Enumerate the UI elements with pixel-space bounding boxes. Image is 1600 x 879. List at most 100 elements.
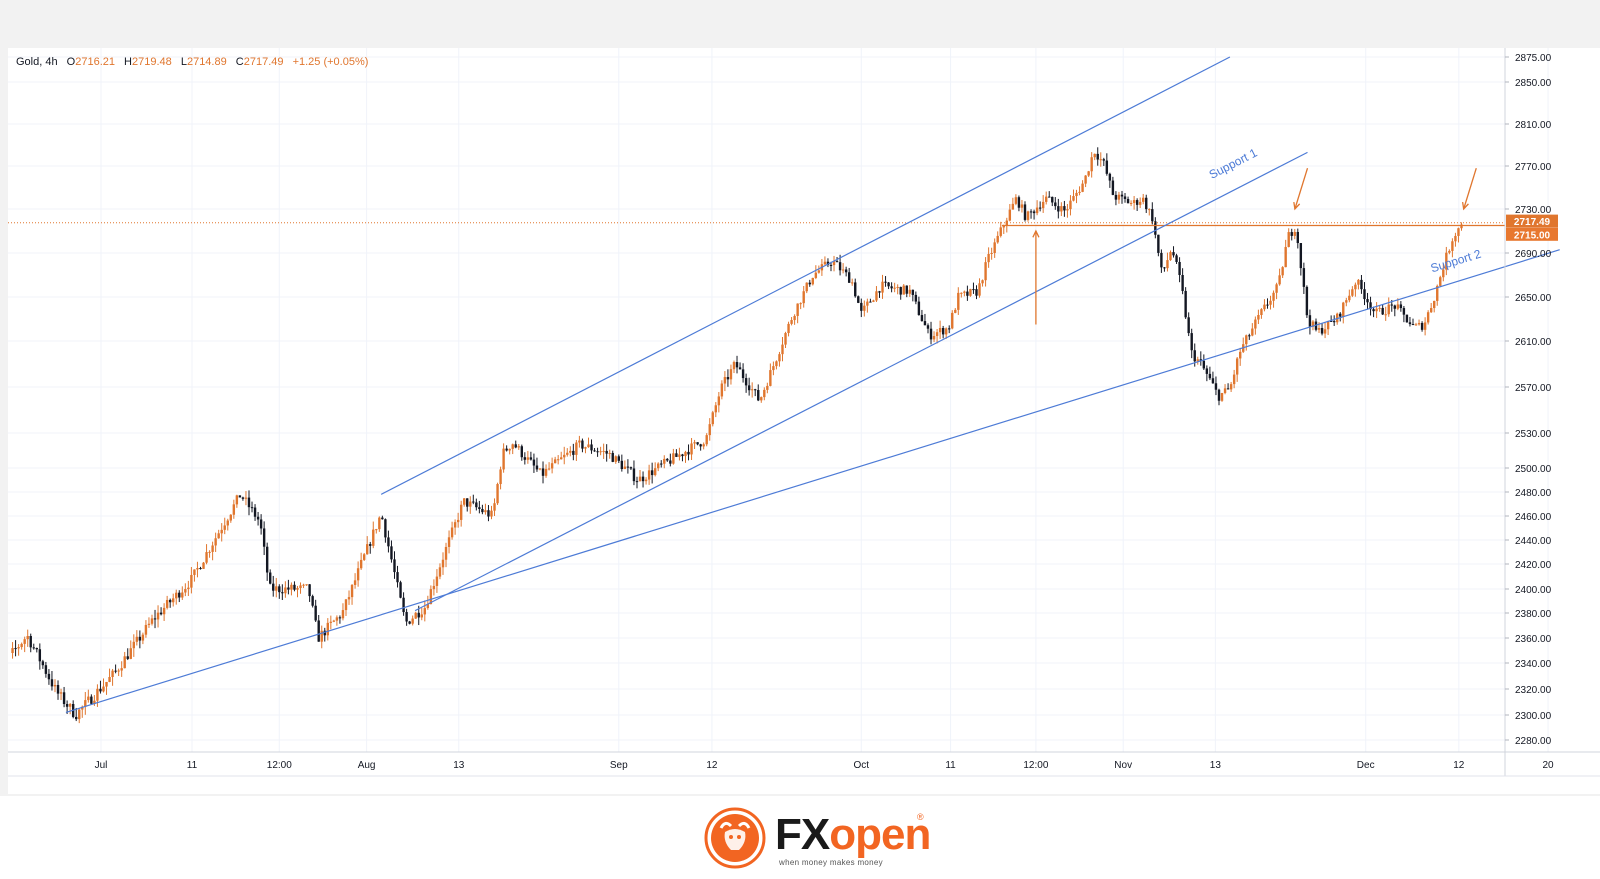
- candle-body: [81, 706, 84, 710]
- grid: [8, 48, 1549, 752]
- candle-body: [541, 468, 545, 476]
- candle-body: [717, 396, 721, 406]
- chart-area[interactable]: [8, 48, 1600, 794]
- candle-body: [666, 458, 669, 461]
- up-arrow-head: [1032, 229, 1040, 238]
- x-tick-label: Nov: [1114, 760, 1132, 771]
- price-chart[interactable]: Support 1 Support 2 2875.00 2850.00 2810.00…: [0, 0, 1600, 796]
- candle-body: [584, 447, 587, 449]
- candle-body: [1096, 153, 1099, 160]
- candle-body: [1223, 388, 1227, 393]
- candle-body: [1257, 315, 1260, 320]
- candle-body: [311, 596, 314, 606]
- candle-body: [1323, 329, 1327, 334]
- candle-body: [29, 636, 32, 648]
- candle-body: [1214, 383, 1218, 390]
- down-arrow-1-head: [1293, 201, 1301, 211]
- candle-body: [796, 303, 799, 316]
- candle-body: [769, 370, 772, 386]
- candle-body: [1369, 302, 1372, 310]
- candle-body: [393, 559, 396, 573]
- candle-body: [75, 716, 78, 720]
- candle-body: [1420, 323, 1424, 330]
- candle-body: [168, 599, 172, 603]
- candle-body: [1102, 159, 1105, 161]
- candle-body: [1378, 307, 1381, 309]
- candle-body: [178, 592, 181, 598]
- candle-body: [690, 443, 693, 455]
- y-tick-label: 2770.00: [1515, 162, 1552, 173]
- candle-body: [156, 612, 160, 620]
- candle-body: [1078, 191, 1081, 193]
- candle-body: [53, 684, 57, 687]
- candle-body: [459, 504, 463, 520]
- candle-body: [884, 281, 887, 283]
- support-1-label: Support 1: [1207, 145, 1260, 181]
- candle-body: [1287, 232, 1290, 247]
- candle-body: [117, 670, 120, 672]
- candle-body: [202, 562, 205, 569]
- candle-body: [432, 585, 436, 590]
- candle-body: [1193, 350, 1196, 362]
- candle-body: [502, 448, 505, 470]
- candle-body: [902, 285, 905, 295]
- candle-body: [493, 503, 496, 511]
- candle-body: [1387, 304, 1390, 315]
- candle-body: [526, 457, 530, 460]
- candle-body: [896, 286, 899, 288]
- candle-body: [441, 559, 445, 568]
- candle-body: [817, 270, 821, 273]
- candle-body: [593, 450, 596, 452]
- candle-body: [141, 634, 145, 641]
- y-tick-label: 2380.00: [1515, 609, 1552, 620]
- candle-body: [102, 686, 105, 692]
- candle-body: [375, 529, 378, 531]
- candle-body: [702, 444, 705, 447]
- candle-body: [1132, 200, 1136, 203]
- candle-body: [996, 235, 999, 243]
- candle-body: [1448, 250, 1451, 253]
- candle-body: [1345, 300, 1348, 303]
- candle-body: [1054, 202, 1057, 207]
- candle-body: [1084, 175, 1087, 184]
- candle-body: [941, 327, 945, 335]
- candle-body: [814, 272, 818, 278]
- candle-body: [1069, 200, 1072, 210]
- candle-body: [1436, 285, 1439, 301]
- legend-close: 2717.49: [243, 56, 284, 68]
- legend-open: 2716.21: [75, 56, 115, 68]
- candle-body: [772, 366, 775, 371]
- candle-body: [405, 612, 408, 622]
- candle-body: [320, 630, 323, 642]
- candle-body: [1317, 327, 1321, 330]
- candle-body: [1020, 204, 1024, 208]
- x-tick-label: 12:00: [267, 760, 292, 771]
- candle-body: [808, 282, 811, 285]
- candle-body: [984, 262, 987, 281]
- candle-body: [711, 412, 714, 425]
- candle-body: [1460, 224, 1463, 229]
- candle-body: [84, 700, 87, 707]
- candle-body: [1217, 389, 1221, 401]
- candle-body: [1348, 295, 1351, 301]
- x-tick-label: 20: [1542, 760, 1554, 771]
- candle-body: [1232, 374, 1236, 385]
- bull-logo-icon: [704, 807, 766, 869]
- candle-body: [1157, 234, 1160, 253]
- candle-body: [1090, 157, 1093, 172]
- candle-body: [241, 497, 245, 499]
- support-1-line: [414, 151, 1308, 612]
- candle-body: [265, 546, 269, 573]
- candle-body: [657, 463, 660, 469]
- candle-body: [417, 612, 420, 618]
- candle-body: [381, 517, 384, 520]
- candle-body: [1296, 231, 1299, 244]
- candle-body: [881, 281, 884, 293]
- candle-body: [1351, 289, 1354, 296]
- candle-body: [1245, 335, 1248, 345]
- trendlines: Support 1 Support 2: [8, 56, 1560, 713]
- candle-body: [126, 656, 129, 659]
- candle-body: [1336, 313, 1339, 323]
- candle-body: [590, 444, 593, 451]
- y-tick-label: 2400.00: [1515, 585, 1552, 596]
